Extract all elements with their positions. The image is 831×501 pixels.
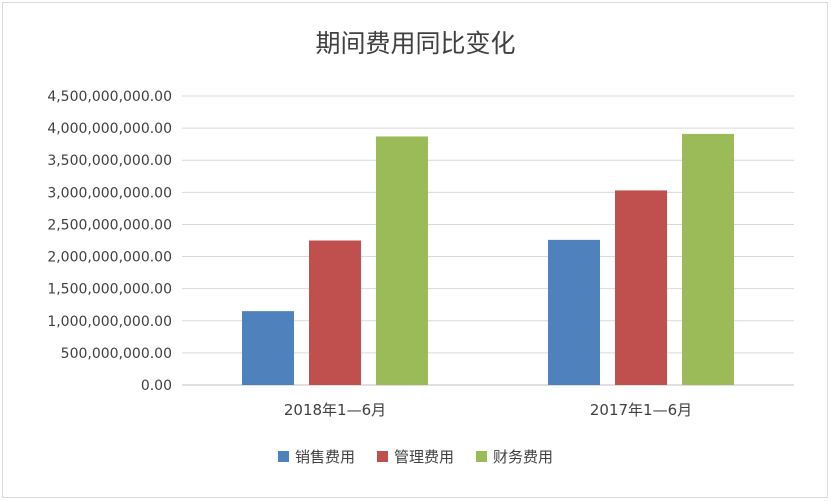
y-tick-label: 4,000,000,000.00 (47, 121, 172, 137)
legend-label: 财务费用 (493, 448, 554, 466)
y-tick-label: 3,000,000,000.00 (47, 185, 172, 201)
x-tick-label: 2017年1—6月 (590, 401, 692, 419)
bar (309, 240, 361, 385)
y-tick-label: 2,500,000,000.00 (47, 217, 172, 233)
y-tick-label: 3,500,000,000.00 (47, 153, 172, 169)
y-tick-label: 1,500,000,000.00 (47, 282, 172, 298)
y-tick-label: 2,000,000,000.00 (47, 250, 172, 266)
y-tick-label: 4,500,000,000.00 (47, 89, 172, 105)
legend-item: 管理费用 (376, 446, 454, 467)
y-tick-label: 1,000,000,000.00 (47, 314, 172, 330)
legend-label: 管理费用 (393, 448, 454, 466)
x-tick-label: 2018年1—6月 (284, 401, 386, 419)
legend-label: 销售费用 (294, 448, 355, 466)
legend-swatch (376, 451, 388, 462)
bar (242, 311, 294, 385)
chart-title: 期间费用同比变化 (315, 29, 516, 58)
bar (682, 133, 734, 385)
y-tick-label: 500,000,000.00 (61, 346, 172, 362)
bar (376, 136, 428, 385)
legend-item: 销售费用 (277, 446, 355, 467)
bar (548, 239, 600, 385)
legend: 销售费用 管理费用 财务费用 (0, 446, 831, 467)
legend-item: 财务费用 (476, 446, 553, 467)
y-tick-label: 0.00 (141, 378, 172, 394)
legend-swatch (277, 451, 289, 462)
legend-swatch (476, 451, 487, 462)
bar (615, 190, 667, 385)
